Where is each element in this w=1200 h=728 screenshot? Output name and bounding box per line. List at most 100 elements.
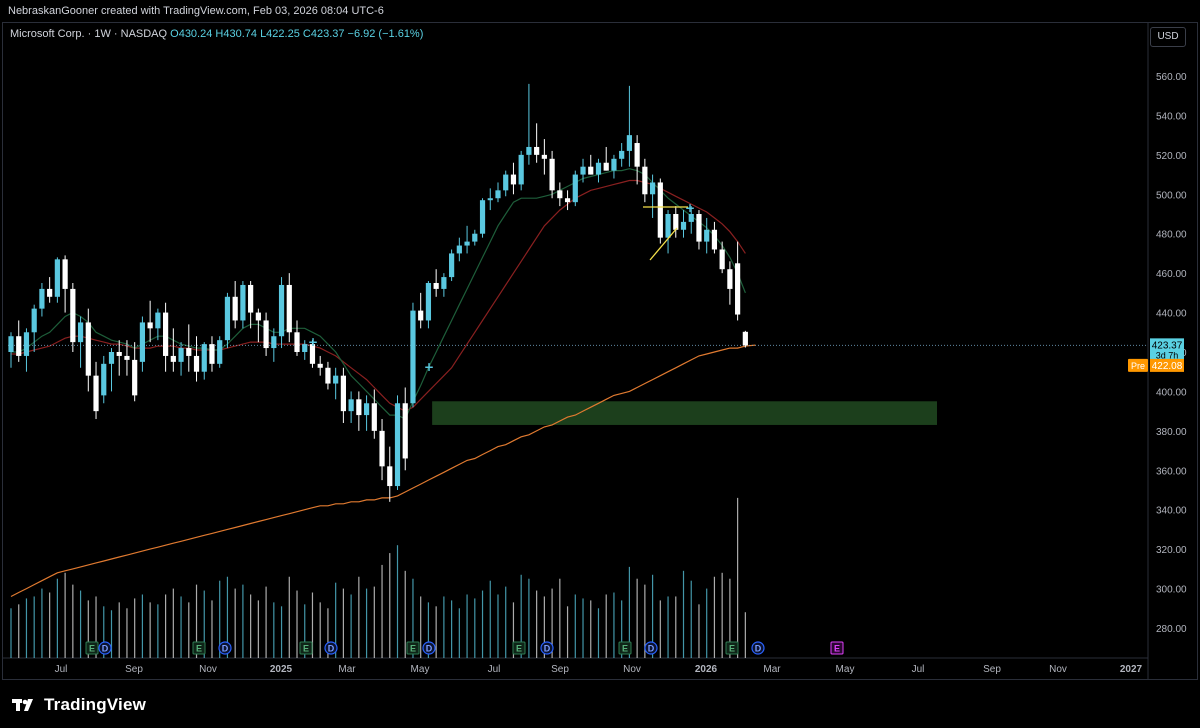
candle-body[interactable] [263, 320, 269, 349]
candle-body[interactable] [278, 284, 285, 337]
candle-body[interactable] [93, 375, 99, 412]
candle-body[interactable] [255, 312, 261, 321]
candle-body[interactable] [363, 403, 370, 416]
candle-body[interactable] [479, 200, 486, 234]
candle-body[interactable] [680, 221, 687, 230]
candle-body[interactable] [85, 322, 91, 376]
candle-body[interactable] [8, 336, 14, 352]
candle-body[interactable] [503, 174, 509, 191]
candle-body[interactable] [580, 166, 586, 175]
candle-body[interactable] [302, 344, 308, 352]
candle-body[interactable] [549, 158, 555, 191]
candle-body[interactable] [665, 214, 671, 238]
candle-body[interactable] [317, 363, 323, 368]
candle-body[interactable] [557, 190, 563, 199]
dividend-icon[interactable] [644, 641, 658, 655]
candle-body[interactable] [201, 344, 207, 372]
candle-body[interactable] [325, 367, 331, 384]
plus-marker-icon[interactable]: + [424, 360, 434, 374]
dividend-icon[interactable] [422, 641, 436, 655]
candle-body[interactable] [619, 150, 625, 159]
candle-body[interactable] [54, 259, 60, 297]
candle-body[interactable] [449, 253, 455, 278]
earnings-icon[interactable] [725, 641, 739, 655]
candle-body[interactable] [193, 355, 200, 372]
candle-body[interactable] [696, 214, 702, 242]
candle-body[interactable] [309, 344, 316, 364]
candle-body[interactable] [31, 308, 37, 333]
candle-body[interactable] [163, 312, 169, 356]
support-zone[interactable] [432, 401, 937, 425]
candle-body[interactable] [433, 283, 439, 289]
candle-body[interactable] [224, 296, 231, 341]
candle-body[interactable] [456, 245, 462, 254]
candle-body[interactable] [379, 430, 385, 467]
candle-body[interactable] [402, 403, 408, 459]
candle-body[interactable] [232, 296, 238, 321]
candle-body[interactable] [39, 288, 45, 309]
candle-body[interactable] [572, 174, 578, 203]
dividend-icon[interactable] [324, 641, 338, 655]
candle-body[interactable] [518, 154, 524, 185]
candle-body[interactable] [564, 198, 571, 203]
chart-frame[interactable] [2, 22, 1198, 680]
candle-body[interactable] [425, 283, 432, 321]
candle-body[interactable] [209, 344, 215, 364]
earnings-icon[interactable] [618, 641, 632, 655]
candle-body[interactable] [464, 241, 470, 246]
dividend-icon[interactable] [218, 641, 232, 655]
candle-body[interactable] [371, 403, 377, 431]
earnings-icon[interactable] [299, 641, 313, 655]
candle-body[interactable] [510, 174, 517, 185]
candle-body[interactable] [108, 352, 115, 364]
candle-body[interactable] [410, 310, 416, 404]
plus-marker-icon[interactable]: + [685, 201, 695, 215]
candle-body[interactable] [271, 336, 277, 349]
candle-body[interactable] [240, 284, 246, 321]
earnings-icon[interactable] [192, 641, 206, 655]
dividend-icon[interactable] [540, 641, 554, 655]
candle-body[interactable] [742, 331, 748, 346]
candle-body[interactable] [719, 249, 725, 270]
candle-body[interactable] [487, 198, 493, 201]
candle-body[interactable] [170, 355, 176, 362]
candle-body[interactable] [588, 166, 594, 175]
candle-body[interactable] [147, 322, 153, 329]
candle-body[interactable] [418, 310, 424, 321]
dividend-icon[interactable] [751, 641, 765, 655]
candle-body[interactable] [132, 359, 138, 396]
candle-body[interactable] [70, 288, 76, 343]
candle-body[interactable] [649, 182, 656, 195]
candle-body[interactable] [178, 348, 184, 362]
candle-body[interactable] [340, 375, 346, 412]
candle-body[interactable] [217, 340, 223, 364]
candle-body[interactable] [704, 229, 710, 242]
candle-body[interactable] [294, 332, 300, 352]
candle-body[interactable] [611, 158, 617, 171]
earnings-icon[interactable] [512, 641, 526, 655]
candle-body[interactable] [286, 284, 292, 333]
candle-body[interactable] [348, 399, 354, 412]
candle-body[interactable] [711, 229, 718, 250]
candle-body[interactable] [139, 322, 146, 362]
candle-body[interactable] [394, 403, 401, 487]
earnings-icon[interactable] [406, 641, 420, 655]
candle-body[interactable] [541, 154, 547, 159]
candle-body[interactable] [603, 162, 609, 171]
candle-body[interactable] [534, 146, 540, 155]
candle-body[interactable] [155, 312, 161, 329]
candle-body[interactable] [657, 182, 663, 238]
candle-body[interactable] [642, 166, 648, 195]
candle-body[interactable] [248, 284, 254, 313]
candle-body[interactable] [441, 277, 447, 289]
candle-body[interactable] [23, 332, 30, 356]
candle-body[interactable] [101, 363, 107, 396]
candle-body[interactable] [472, 233, 478, 242]
plus-marker-icon[interactable]: + [308, 335, 318, 349]
currency-button[interactable]: USD [1150, 27, 1186, 47]
candle-body[interactable] [16, 336, 22, 356]
candle-body[interactable] [526, 146, 532, 155]
candle-body[interactable] [688, 214, 694, 222]
candle-body[interactable] [333, 375, 339, 384]
